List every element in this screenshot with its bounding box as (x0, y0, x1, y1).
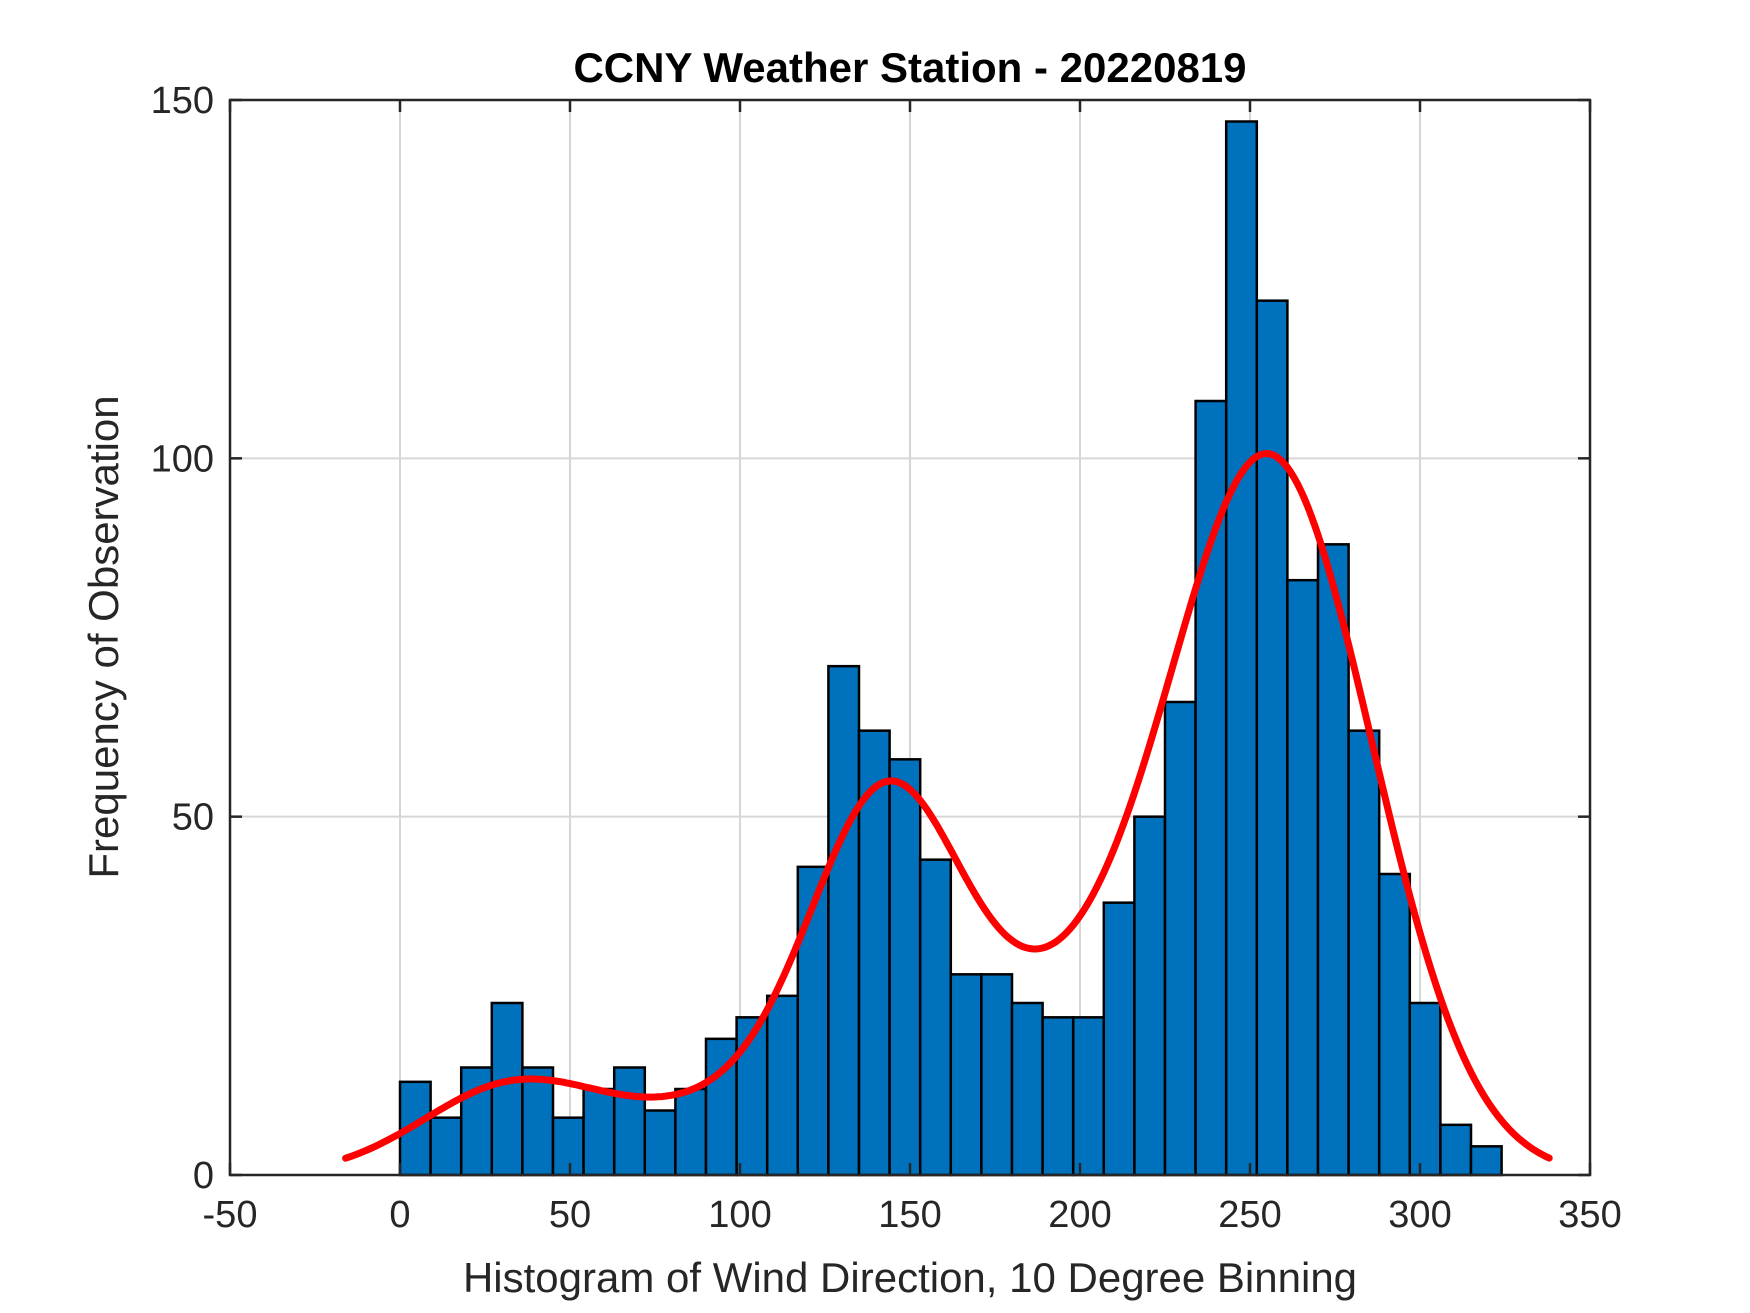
x-axis-label: Histogram of Wind Direction, 10 Degree B… (463, 1254, 1357, 1301)
histogram-bar (980, 973, 1014, 1177)
histogram-bar (765, 994, 800, 1177)
histogram-bar (888, 758, 922, 1177)
histogram-bar (1439, 1123, 1473, 1177)
x-tick-label: 50 (549, 1194, 591, 1236)
x-tick-label: 150 (878, 1194, 941, 1236)
x-tick-label: 350 (1558, 1194, 1621, 1236)
histogram-bar (1071, 1016, 1106, 1177)
y-axis-label: Frequency of Observation (80, 395, 127, 878)
histogram-bar (1286, 578, 1320, 1177)
histogram-bar (612, 1066, 647, 1177)
x-tick-label: -50 (203, 1194, 258, 1236)
histogram-bar (1469, 1145, 1503, 1177)
histogram-bar (1347, 729, 1381, 1177)
histogram-bar (1010, 1001, 1044, 1177)
histogram-bar (582, 1087, 616, 1177)
histogram-bar (643, 1109, 677, 1177)
histogram-bar (949, 973, 983, 1177)
x-tick-label: 200 (1048, 1194, 1111, 1236)
histogram-bar (1255, 299, 1289, 1177)
histogram-bar (551, 1116, 585, 1177)
fit-curve (342, 450, 1553, 1162)
chart-title: CCNY Weather Station - 20220819 (573, 44, 1246, 91)
x-tick-label: 0 (389, 1194, 410, 1236)
histogram-bar (429, 1116, 463, 1177)
histogram-bar (1163, 700, 1197, 1177)
histogram-bar (1041, 1016, 1075, 1177)
histogram-bar (827, 664, 861, 1177)
histogram-bar (1377, 872, 1412, 1177)
histogram-bar (1133, 815, 1167, 1177)
histogram-bar (674, 1087, 708, 1177)
x-tick-label: 250 (1218, 1194, 1281, 1236)
bars-layer (398, 120, 1503, 1177)
histogram-bar (1102, 901, 1136, 1177)
histogram-bar (1408, 1001, 1442, 1177)
histogram-bar (918, 858, 953, 1177)
y-tick-label: 50 (172, 797, 214, 839)
x-tick-label: 100 (708, 1194, 771, 1236)
histogram-bar (1224, 120, 1259, 1177)
histogram-bar (521, 1066, 555, 1177)
x-tick-label: 300 (1388, 1194, 1451, 1236)
histogram-bar (490, 1001, 524, 1177)
y-tick-label: 150 (151, 80, 214, 122)
y-tick-label: 100 (151, 438, 214, 480)
y-tick-label: 0 (193, 1155, 214, 1197)
fit-layer (342, 450, 1553, 1162)
histogram-bar (1194, 399, 1228, 1177)
